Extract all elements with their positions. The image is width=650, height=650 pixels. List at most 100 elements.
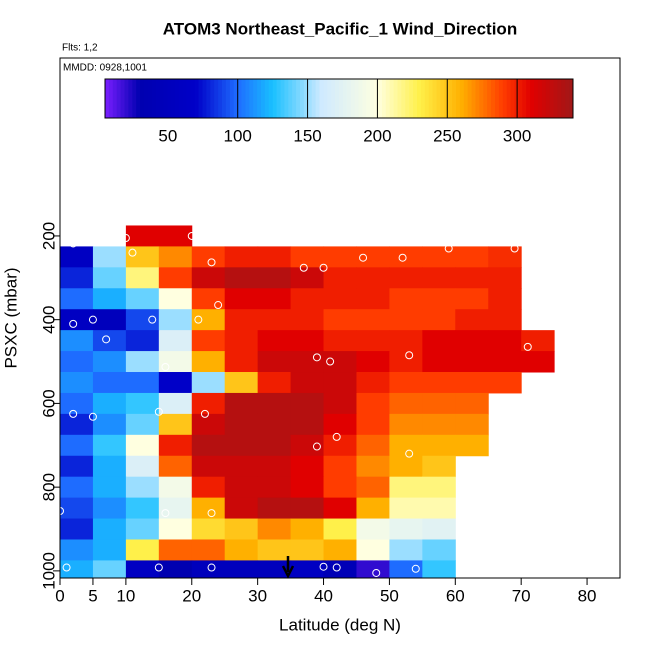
colorbar-step	[479, 79, 484, 118]
colorbar-step	[409, 79, 414, 118]
heat-cell	[290, 476, 325, 499]
heat-cell	[158, 560, 193, 578]
heat-cell	[224, 476, 259, 499]
point	[187, 231, 196, 240]
colorbar-step	[526, 79, 531, 118]
colorbar-step	[381, 79, 387, 118]
heat-cell	[92, 434, 127, 457]
colorbar-step	[147, 79, 153, 118]
heat-cell	[158, 455, 193, 478]
heat-cell	[323, 518, 357, 540]
heat-cell	[92, 560, 127, 578]
heat-cell	[356, 518, 390, 540]
colorbar-step	[218, 79, 223, 118]
heat-cell	[422, 309, 456, 331]
colorbar-step	[272, 79, 278, 118]
point	[319, 562, 328, 571]
point	[161, 362, 170, 371]
colorbar-step	[155, 79, 161, 118]
heat-cell	[521, 330, 555, 352]
heat-cell	[224, 434, 259, 457]
colorbar-step	[264, 79, 270, 118]
colorbar-step	[179, 79, 184, 118]
plot-frame	[59, 57, 621, 579]
heat-cell	[455, 288, 489, 310]
heat-cell	[224, 246, 259, 268]
colorbar-step	[502, 79, 508, 118]
colorbar-step	[545, 79, 551, 118]
colorbar-step	[124, 79, 129, 118]
colorbar-step	[374, 79, 379, 118]
heat-cell	[422, 434, 456, 457]
colorbar-tick-label: 250	[433, 126, 461, 145]
colorbar-step	[108, 79, 114, 118]
heat-cell	[60, 434, 94, 457]
heat-cell	[323, 413, 357, 436]
heat-cell	[224, 392, 259, 415]
heat-cell	[389, 539, 423, 561]
heat-cell	[191, 560, 226, 578]
heat-cell	[290, 246, 325, 268]
colorbar-step	[233, 79, 239, 118]
colorbar-step	[389, 79, 395, 118]
heat-cell	[125, 413, 160, 436]
chart-title: ATOM3 Northeast_Pacific_1 Wind_Direction	[163, 19, 517, 38]
heat-cell	[422, 539, 456, 561]
point	[411, 564, 420, 573]
heat-cell	[191, 392, 226, 415]
heat-cell	[224, 309, 259, 331]
heat-cell	[224, 267, 259, 289]
colorbar-step	[194, 79, 200, 118]
point	[148, 315, 157, 324]
heat-cell	[257, 267, 292, 289]
colorbar-step	[229, 79, 235, 118]
heat-cell	[323, 330, 357, 352]
heat-cell	[290, 351, 325, 373]
heat-cell	[158, 225, 193, 247]
colorbar-step	[362, 79, 367, 118]
colorbar-step	[190, 79, 196, 118]
heat-cell	[158, 392, 193, 415]
colorbar-step	[323, 79, 328, 118]
y-tick-label: 800	[39, 473, 58, 501]
heat-cell	[257, 288, 292, 310]
y-tick-label: 400	[39, 305, 58, 333]
colorbar-step	[436, 79, 441, 118]
heat-cell	[224, 539, 259, 561]
heat-cell	[224, 288, 259, 310]
point	[510, 244, 519, 253]
heat-cell	[125, 392, 160, 415]
heat-cell	[356, 330, 390, 352]
point	[312, 442, 321, 451]
heatmap	[60, 225, 555, 578]
heat-cell	[191, 267, 226, 289]
heat-cell	[125, 267, 160, 289]
heat-cell	[422, 392, 456, 415]
colorbar-step	[202, 79, 207, 118]
colorbar-step	[549, 79, 554, 118]
heat-cell	[455, 351, 489, 373]
heat-cell	[290, 309, 325, 331]
heat-cell	[290, 267, 325, 289]
colorbar-step	[206, 79, 211, 118]
heat-cell	[224, 372, 259, 394]
heat-cell	[158, 351, 193, 373]
heat-cell	[488, 288, 522, 310]
heat-cell	[224, 560, 259, 578]
heat-cell	[290, 392, 325, 415]
colorbar-step	[569, 79, 574, 118]
point	[88, 315, 97, 324]
colorbar-step	[116, 79, 122, 118]
heat-cell	[257, 476, 292, 499]
colorbar-step	[249, 79, 254, 118]
colorbar-step	[175, 79, 180, 118]
point	[299, 263, 308, 272]
x-tick-label: 50	[380, 586, 399, 605]
heat-cell	[323, 434, 357, 457]
heat-cell	[356, 497, 390, 520]
heat-cell	[92, 288, 127, 310]
heat-cell	[60, 497, 94, 520]
heat-cell	[125, 560, 160, 578]
heat-cell	[92, 518, 127, 540]
